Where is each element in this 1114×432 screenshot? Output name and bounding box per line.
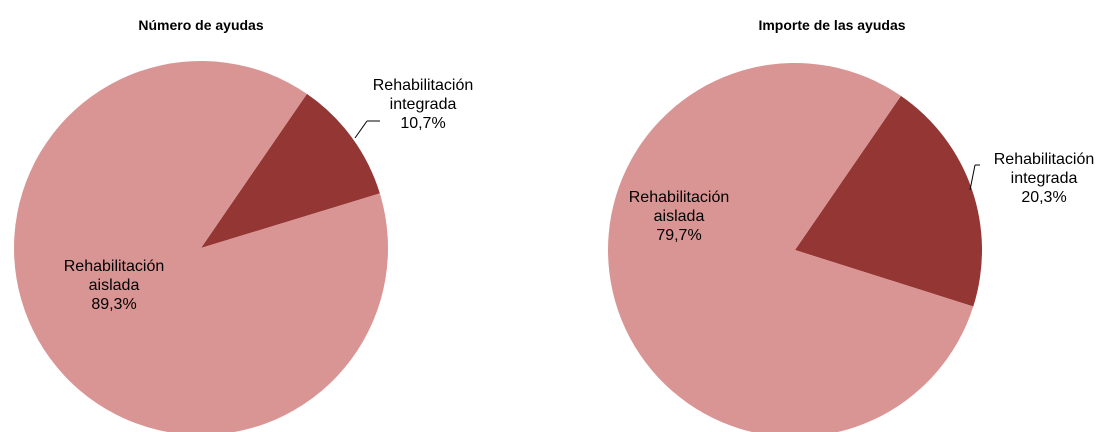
- chart-title: Importe de las ayudas: [758, 17, 906, 33]
- category-label: Rehabilitación aislada: [628, 189, 730, 225]
- pie-slice: [607, 62, 974, 432]
- leader-line: [354, 120, 368, 139]
- pie-slice: [13, 61, 388, 432]
- pie-slice: [201, 93, 380, 249]
- slice-label: Rehabilitación integrada 20,3%: [979, 150, 1109, 207]
- value-label: 10,7%: [400, 115, 446, 132]
- category-label: Rehabilitación integrada: [993, 151, 1095, 187]
- slice-label: Rehabilitación aislada 79,7%: [614, 188, 744, 245]
- leader-line: [969, 164, 976, 191]
- chart-title: Número de ayudas: [138, 17, 264, 33]
- value-label: 89,3%: [91, 296, 137, 313]
- pie-slice: [795, 95, 982, 307]
- category-label: Rehabilitación aislada: [63, 258, 165, 294]
- slice-label: Rehabilitación aislada 89,3%: [49, 257, 179, 314]
- slice-label: Rehabilitación integrada 10,7%: [358, 76, 488, 133]
- category-label: Rehabilitación integrada: [372, 77, 474, 113]
- value-label: 79,7%: [656, 227, 702, 244]
- value-label: 20,3%: [1021, 189, 1067, 206]
